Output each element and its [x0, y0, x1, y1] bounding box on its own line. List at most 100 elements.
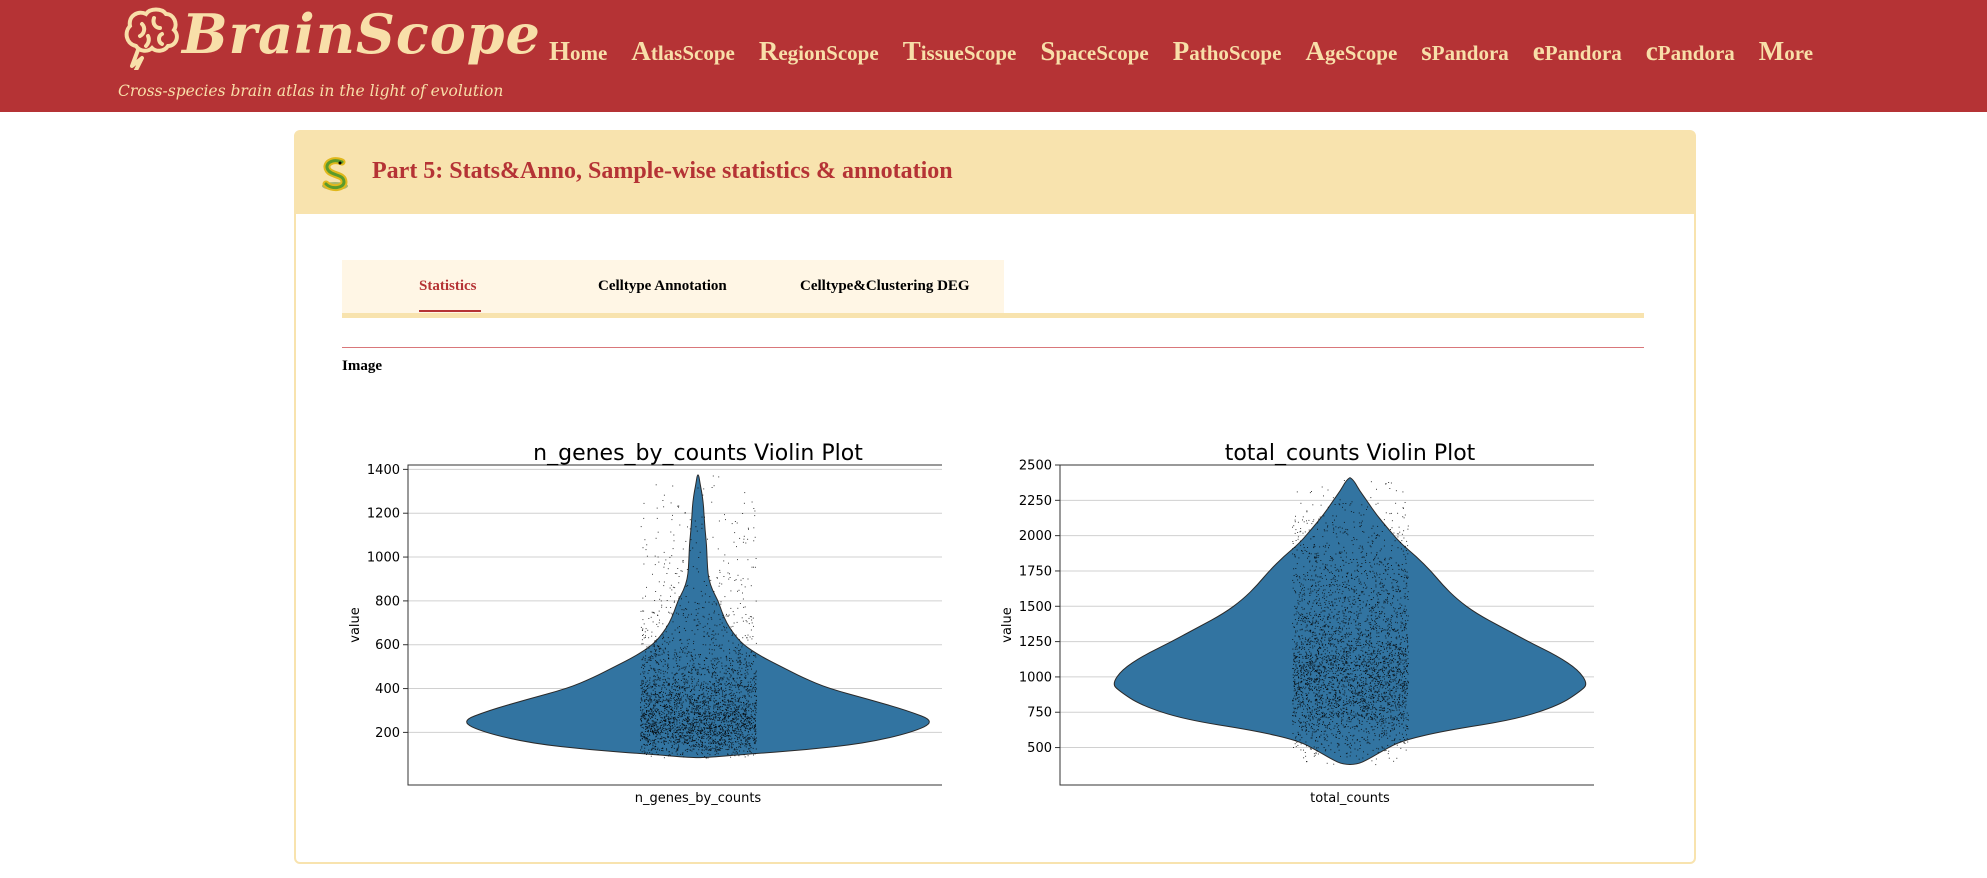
data-point	[1314, 556, 1316, 558]
data-point	[650, 659, 652, 661]
data-point	[706, 633, 708, 635]
data-point	[741, 722, 743, 724]
data-point	[1309, 681, 1311, 683]
data-point	[1349, 705, 1351, 707]
data-point	[725, 615, 727, 617]
data-point	[665, 716, 667, 717]
data-point	[728, 683, 729, 685]
data-point	[1323, 680, 1325, 682]
data-point	[1406, 663, 1408, 665]
tab-celltype-annotation[interactable]: Celltype Annotation	[598, 278, 727, 294]
data-point	[1375, 581, 1377, 582]
data-point	[1369, 682, 1371, 684]
nav-agescope[interactable]: AgeScope	[1305, 36, 1398, 66]
data-point	[1371, 627, 1373, 629]
nav-epandora[interactable]: ePandora	[1532, 36, 1622, 66]
data-point	[653, 740, 655, 742]
data-point	[658, 722, 660, 724]
data-point	[745, 689, 747, 691]
data-point	[1305, 723, 1307, 725]
data-point	[677, 682, 679, 684]
data-point	[704, 711, 706, 713]
data-point	[1401, 630, 1403, 632]
data-point	[717, 704, 719, 706]
data-point	[647, 693, 649, 695]
data-point	[1407, 553, 1409, 555]
nav-atlasscope[interactable]: AtlasScope	[631, 36, 735, 66]
data-point	[693, 619, 695, 621]
data-point	[1375, 586, 1377, 588]
data-point	[1349, 755, 1351, 757]
data-point	[1314, 645, 1316, 647]
data-point	[707, 715, 709, 717]
data-point	[700, 716, 702, 718]
tab-statistics[interactable]: Statistics	[419, 278, 477, 294]
data-point	[726, 627, 728, 629]
data-point	[1360, 656, 1361, 657]
data-point	[649, 677, 651, 679]
data-point	[745, 675, 747, 677]
data-point	[682, 753, 684, 755]
nav-spandora[interactable]: sPandora	[1421, 36, 1509, 66]
data-point	[674, 587, 676, 589]
data-point	[1387, 682, 1389, 684]
data-point	[1368, 688, 1370, 690]
data-point	[696, 721, 698, 723]
data-point	[1403, 580, 1405, 582]
data-point	[726, 631, 728, 633]
data-point	[651, 694, 653, 695]
data-point	[1353, 559, 1355, 560]
nav-more[interactable]: More	[1758, 36, 1814, 66]
data-point	[1293, 680, 1295, 682]
data-point	[1313, 519, 1315, 521]
data-point	[699, 666, 701, 668]
data-point	[704, 712, 706, 714]
data-point	[1390, 619, 1392, 621]
data-point	[1328, 683, 1330, 685]
data-point	[1392, 729, 1394, 731]
data-point	[698, 715, 700, 717]
data-point	[1328, 625, 1330, 627]
nav-tissuescope[interactable]: TissueScope	[902, 36, 1017, 66]
data-point	[644, 736, 646, 738]
data-point	[1301, 695, 1303, 697]
brand-logo[interactable]: BrainScope Cross-species brain atlas in …	[118, 2, 540, 108]
data-point	[657, 678, 659, 680]
data-point	[714, 713, 716, 715]
data-point	[1393, 699, 1395, 700]
data-point	[720, 677, 722, 679]
data-point	[1334, 751, 1336, 753]
data-point	[1407, 591, 1409, 593]
data-point	[697, 733, 699, 735]
data-point	[1405, 550, 1407, 551]
data-point	[1354, 599, 1356, 601]
data-point	[739, 745, 741, 747]
data-point	[708, 711, 710, 713]
data-point	[724, 742, 726, 744]
data-point	[740, 704, 742, 706]
data-point	[657, 710, 659, 711]
data-point	[675, 694, 677, 696]
data-point	[1368, 696, 1370, 698]
data-point	[755, 728, 757, 730]
data-point	[642, 715, 644, 716]
data-point	[1403, 570, 1405, 572]
data-point	[1403, 595, 1405, 597]
nav-cpandora[interactable]: cPandora	[1645, 36, 1735, 66]
data-point	[652, 732, 654, 734]
data-point	[1373, 628, 1375, 630]
data-point	[669, 612, 671, 614]
nav-spacescope[interactable]: SpaceScope	[1040, 36, 1149, 66]
data-point	[710, 737, 711, 739]
nav-pathoscope[interactable]: PathoScope	[1172, 36, 1282, 66]
data-point	[657, 662, 659, 664]
data-point	[734, 670, 736, 671]
tab-celltype-clustering-deg[interactable]: Celltype&Clustering DEG	[800, 278, 970, 294]
data-point	[1356, 676, 1358, 678]
nav-regionscope[interactable]: RegionScope	[758, 36, 879, 66]
data-point	[1335, 694, 1336, 696]
data-point	[654, 713, 655, 715]
data-point	[667, 694, 669, 696]
nav-home[interactable]: Home	[549, 36, 608, 66]
data-point	[1327, 506, 1329, 508]
